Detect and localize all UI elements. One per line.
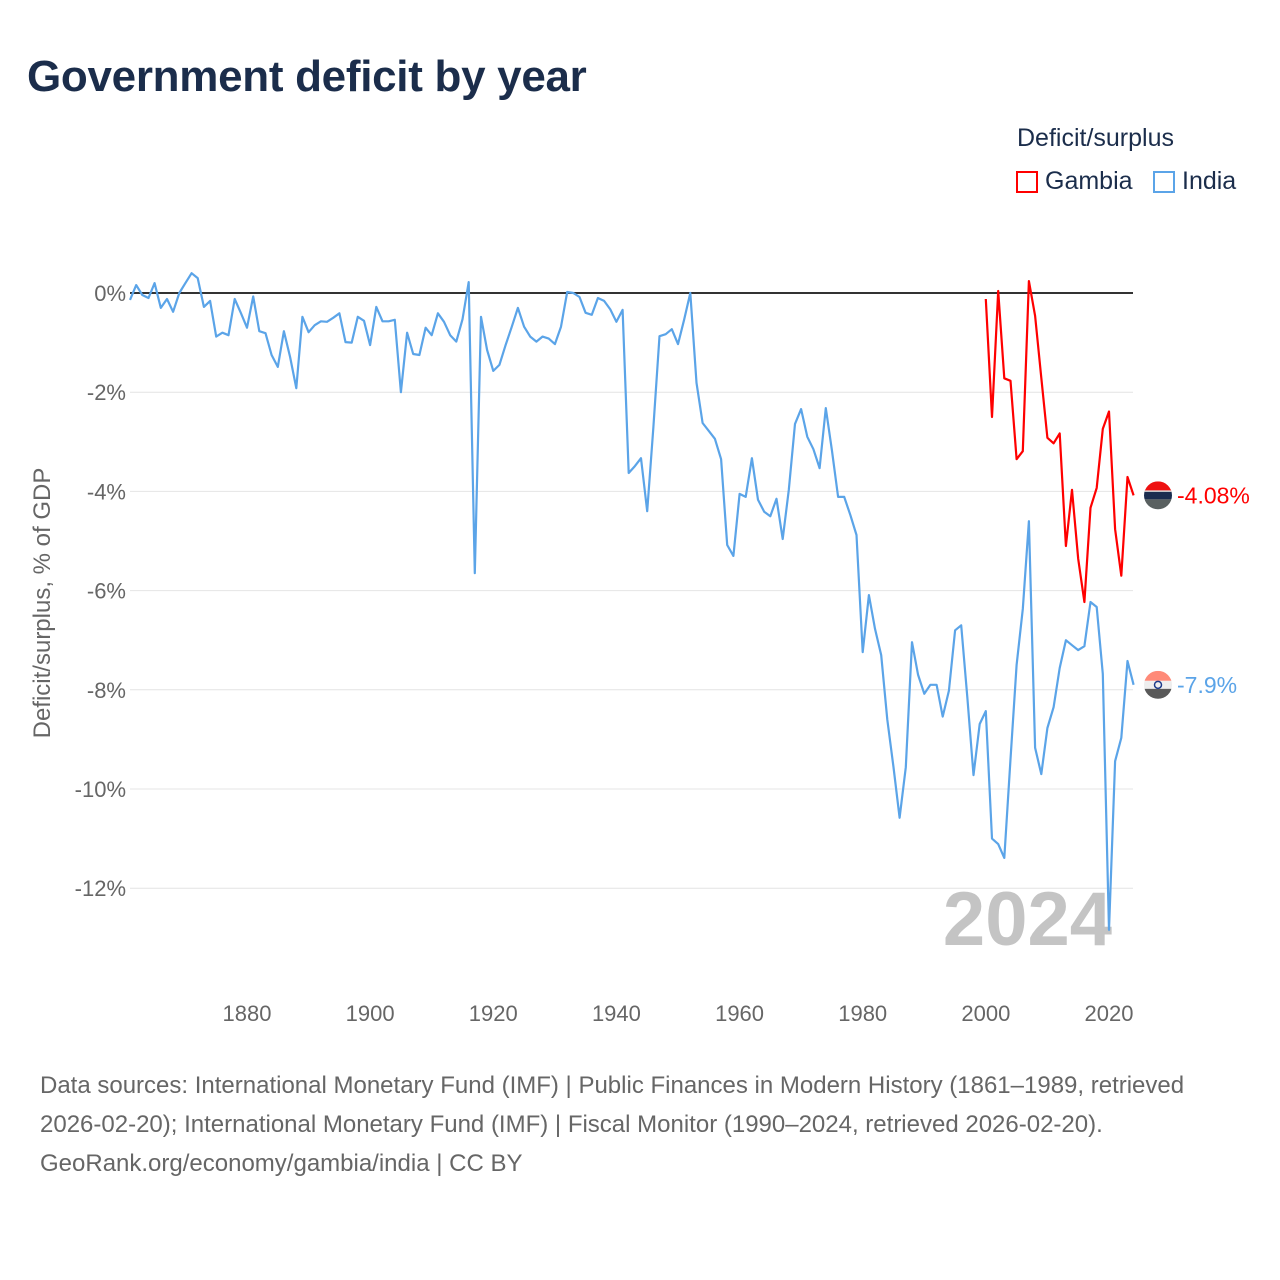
legend-item-india[interactable]: India [1153, 167, 1236, 196]
y-tick-label: -12% [75, 876, 126, 901]
legend-swatch-gambia [1016, 170, 1038, 193]
x-tick-label: 1960 [715, 1001, 764, 1026]
x-tick-label: 1940 [592, 1001, 641, 1026]
y-axis-label: Deficit/surplus, % of GDP [29, 468, 56, 739]
y-tick-label: -6% [87, 579, 126, 604]
line-chart: 0%-2%-4%-6%-8%-10%-12% 1880 1900 1920 1940 1… [29, 272, 1250, 1026]
series-lines [128, 272, 1135, 932]
y-tick-label: -2% [87, 380, 126, 405]
x-tick-label: 1980 [838, 1001, 887, 1026]
y-axis-ticks: 0% -2% -4% -6% -8% -10% -12% [75, 281, 126, 901]
x-tick-label: 1900 [346, 1001, 395, 1026]
data-sources: Data sources: International Monetary Fun… [40, 1072, 1185, 1138]
footer: Data sources: International Monetary Fun… [40, 1066, 1240, 1183]
end-label-gambia: -4.08% [1177, 482, 1250, 508]
end-labels: -7.9% -4.08% [1144, 481, 1250, 699]
legend-label-india: India [1182, 167, 1237, 195]
x-axis-ticks: 1880 1900 1920 1940 1960 1980 2000 2020 [223, 1001, 1134, 1026]
chart-title: Government deficit by year [27, 52, 587, 101]
gridlines [130, 391, 1133, 889]
legend-swatch-india [1153, 170, 1175, 193]
y-tick-label: -10% [75, 777, 126, 802]
flag-gambia-icon [1144, 481, 1172, 510]
x-tick-label: 2020 [1085, 1001, 1134, 1026]
x-tick-label: 1880 [223, 1001, 272, 1026]
y-tick-label: -8% [87, 678, 126, 703]
series-line-india [128, 272, 1135, 932]
y-tick-label: 0% [94, 281, 126, 306]
y-tick-label: -4% [87, 479, 126, 504]
x-tick-label: 1920 [469, 1001, 518, 1026]
flag-india-icon [1144, 670, 1172, 699]
end-label-india: -7.9% [1177, 672, 1237, 698]
legend-item-gambia[interactable]: Gambia [1016, 167, 1133, 196]
series-line-gambia [984, 280, 1135, 604]
legend-title: Deficit/surplus [1017, 124, 1174, 152]
year-watermark: 2024 [943, 877, 1112, 962]
x-tick-label: 2000 [961, 1001, 1010, 1026]
legend-label-gambia: Gambia [1045, 167, 1133, 195]
credit-link[interactable]: GeoRank.org/economy/gambia/india | CC BY [40, 1150, 523, 1177]
